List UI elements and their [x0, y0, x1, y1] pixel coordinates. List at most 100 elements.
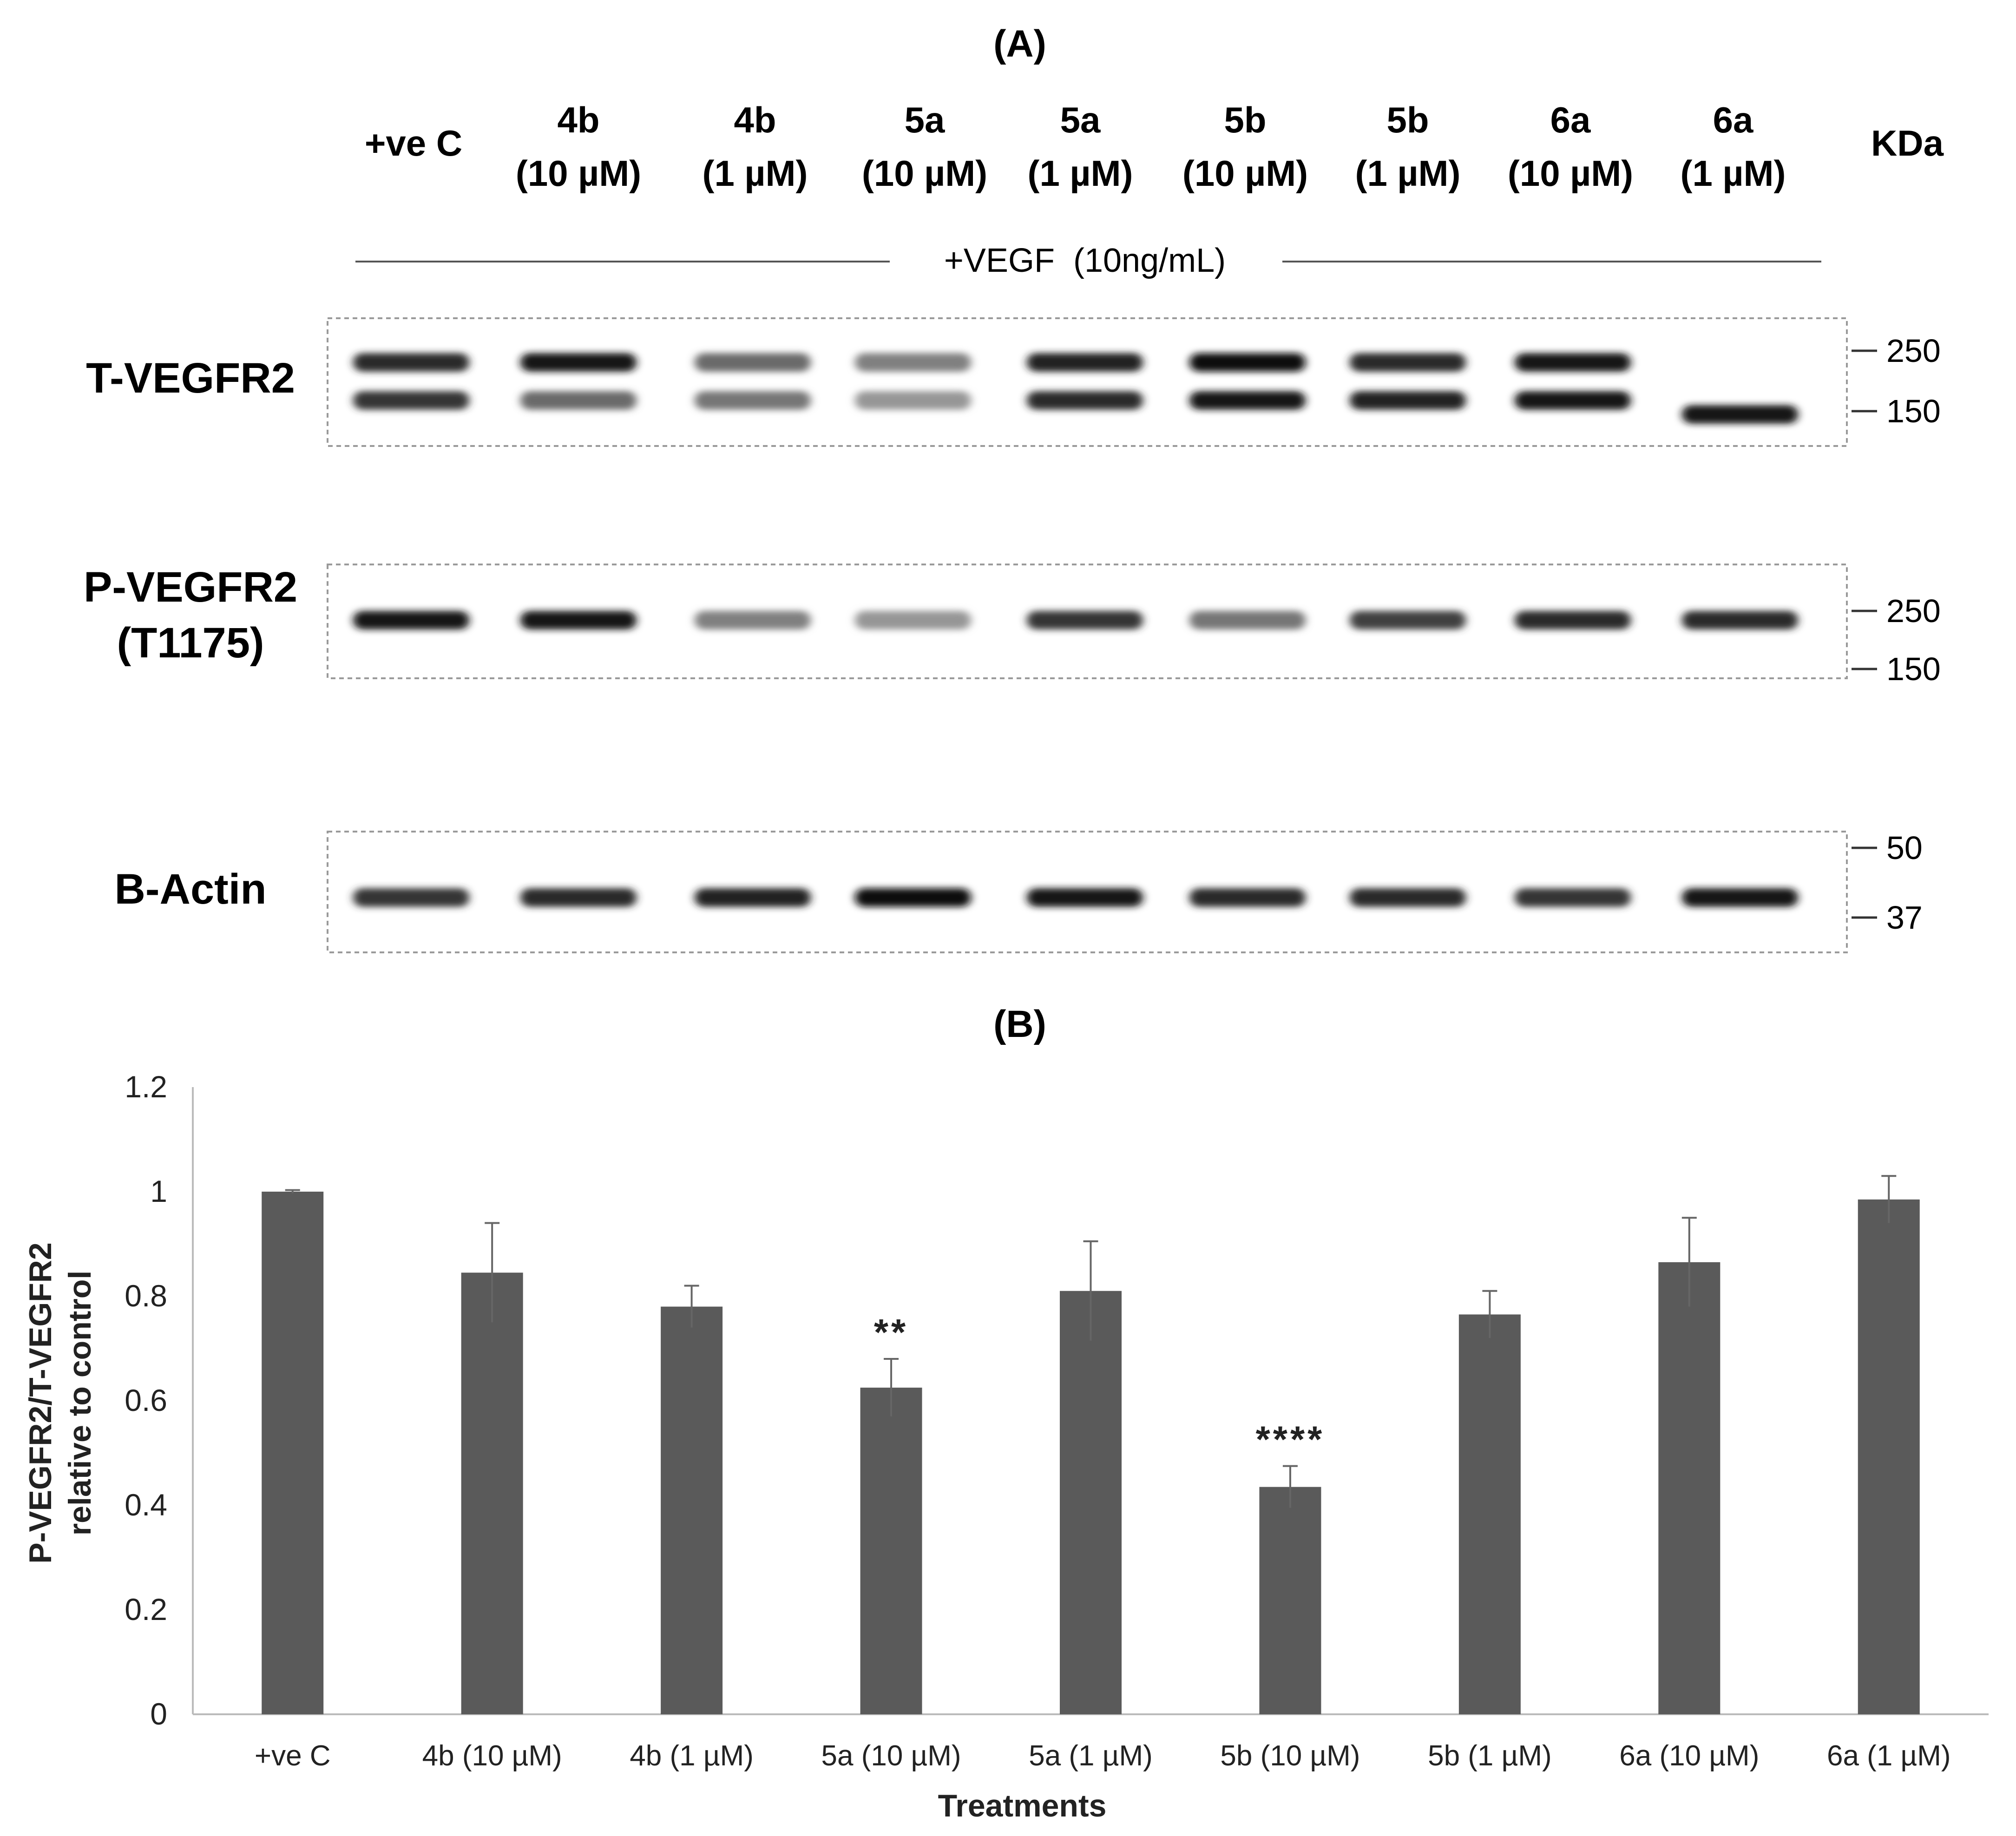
- lane-label-conc: (1 µM): [703, 153, 808, 194]
- blot-band: [855, 353, 971, 372]
- blot-band: [1027, 888, 1143, 907]
- panel-b-label: (B): [993, 1003, 1046, 1045]
- blot-label: T-VEGFR2: [86, 354, 295, 402]
- blot-band: [1515, 888, 1631, 907]
- panel-a-label: (A): [993, 23, 1046, 65]
- blot-band: [1027, 391, 1143, 410]
- marker-label: 150: [1886, 393, 1941, 429]
- x-category-label: 5a (10 µM): [821, 1740, 961, 1772]
- bar: [1658, 1262, 1720, 1714]
- lane-label-name: 5a: [1060, 99, 1101, 140]
- blot-band: [1350, 888, 1466, 907]
- blot-band: [1027, 611, 1143, 629]
- blot-band: [1515, 353, 1631, 372]
- blot-band: [1189, 611, 1306, 629]
- blot-frame: [327, 317, 1848, 447]
- blot-band: [1189, 888, 1306, 907]
- x-category-label: +ve C: [255, 1740, 331, 1772]
- lane-label-name: 5b: [1224, 99, 1266, 140]
- marker-label: 37: [1886, 899, 1923, 936]
- blot-band: [353, 391, 469, 410]
- blot-band: [353, 611, 469, 629]
- y-tick-label: 0.8: [125, 1279, 167, 1313]
- lane-label-name: 5b: [1386, 99, 1429, 140]
- blot-label: B-Actin: [114, 866, 266, 913]
- lane-label-conc: (10 µM): [1508, 153, 1633, 194]
- bar: [1858, 1199, 1920, 1714]
- lane-label-conc: (1 µM): [1681, 153, 1786, 194]
- y-tick-label: 0: [150, 1697, 167, 1731]
- lane-label-conc: (1 µM): [1355, 153, 1461, 194]
- blot-band: [1027, 353, 1143, 372]
- kda-label: KDa: [1871, 123, 1944, 164]
- lane-label-conc: (10 µM): [1182, 153, 1308, 194]
- bar: [461, 1272, 523, 1714]
- blot-band: [695, 353, 811, 372]
- x-category-label: 5b (1 µM): [1428, 1740, 1552, 1772]
- y-axis-title: P-VEGFR2/T-VEGFR2 relative to control: [23, 1242, 98, 1563]
- bar: [661, 1306, 723, 1714]
- marker-label: 250: [1886, 593, 1941, 629]
- blot-band: [520, 353, 637, 372]
- blot-frame: [327, 831, 1848, 953]
- lane-label-name: 5a: [905, 99, 945, 140]
- blot-band: [1189, 353, 1306, 372]
- bar: [1060, 1291, 1122, 1714]
- blot-band: [1189, 391, 1306, 410]
- marker-label: 250: [1886, 333, 1941, 369]
- lane-label-conc: (10 µM): [516, 153, 641, 194]
- x-category-label: 5a (1 µM): [1029, 1740, 1153, 1772]
- lane-label-conc: (1 µM): [1028, 153, 1133, 194]
- blot-band: [1350, 353, 1466, 372]
- significance-label: **: [874, 1311, 908, 1353]
- y-tick-label: 1: [150, 1174, 167, 1208]
- y-tick-label: 0.4: [125, 1488, 167, 1522]
- blot-band: [520, 611, 637, 629]
- lane-label-name: 4b: [557, 99, 599, 140]
- x-category-label: 6a (10 µM): [1619, 1740, 1759, 1772]
- blot-band: [855, 888, 971, 907]
- blot-band: [1682, 888, 1798, 907]
- treatment-label: +VEGF (10ng/mL): [944, 242, 1226, 279]
- lane-label-conc: (10 µM): [862, 153, 987, 194]
- y-tick-label: 1.2: [125, 1069, 167, 1104]
- blot-band: [353, 888, 469, 907]
- x-axis-title: Treatments: [938, 1788, 1107, 1823]
- marker-label: 150: [1886, 651, 1941, 687]
- blot-band: [1350, 611, 1466, 629]
- y-tick-label: 0.2: [125, 1592, 167, 1626]
- blot-label: P-VEGFR2: [84, 564, 297, 611]
- blot-frame: [327, 564, 1848, 679]
- y-axis-title-line: P-VEGFR2/T-VEGFR2: [23, 1242, 58, 1563]
- blot-label: (T1175): [117, 619, 264, 667]
- blot-band: [1682, 405, 1798, 424]
- y-tick-label: 0.6: [125, 1383, 167, 1417]
- blot-band: [855, 611, 971, 629]
- lane-label-name: +ve C: [365, 123, 462, 164]
- x-category-label: 5b (10 µM): [1220, 1740, 1360, 1772]
- western-blots: T-VEGFR2 250 150 P-VEGFR2 (T1175) 250 150 B-Act…: [84, 317, 1941, 953]
- lane-label-name: 4b: [734, 99, 776, 140]
- blot-band: [1515, 391, 1631, 410]
- x-category-label: 4b (1 µM): [630, 1740, 754, 1772]
- blot-band: [520, 391, 637, 410]
- significance-label: ****: [1256, 1419, 1325, 1460]
- marker-label: 50: [1886, 830, 1923, 866]
- blot-band: [1682, 611, 1798, 629]
- blot-band: [520, 888, 637, 907]
- bar: [860, 1387, 922, 1714]
- blot-band: [353, 353, 469, 372]
- blot-band: [695, 888, 811, 907]
- bar: [1458, 1314, 1521, 1714]
- y-axis-title-line: relative to control: [62, 1271, 98, 1536]
- blot-band: [855, 391, 971, 410]
- lane-label-name: 6a: [1550, 99, 1591, 140]
- blot-band: [1515, 611, 1631, 629]
- lane-label-name: 6a: [1713, 99, 1753, 140]
- bar-chart: 0 0.2 0.4 0.6 0.8 1 1.2 +ve C 4b (10 µM) 4b (1 µM…: [23, 1069, 1989, 1823]
- x-category-label: 6a (1 µM): [1827, 1740, 1951, 1772]
- blot-band: [1350, 391, 1466, 410]
- x-category-label: 4b (10 µM): [422, 1740, 562, 1772]
- blot-band: [695, 391, 811, 410]
